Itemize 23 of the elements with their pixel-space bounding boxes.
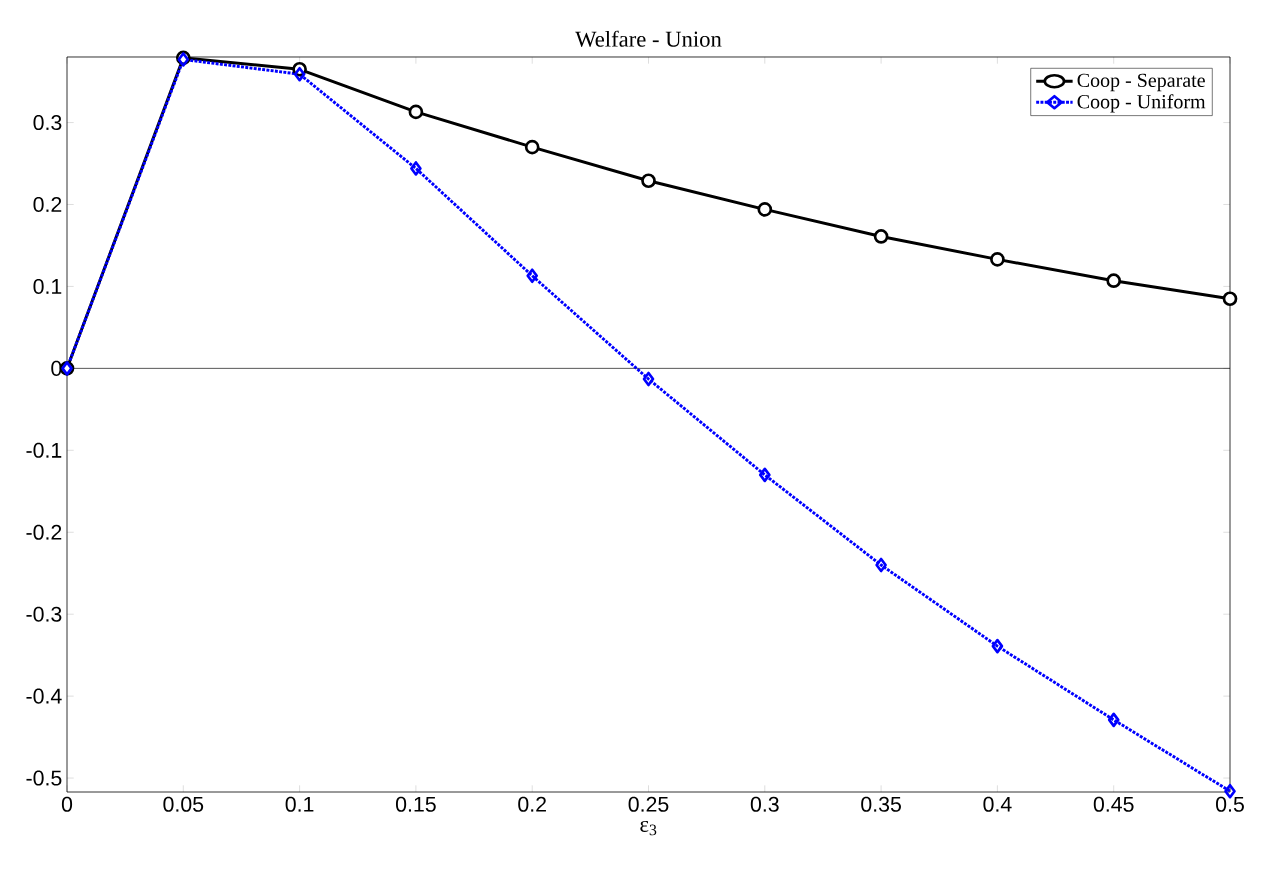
y-tick-label: 0.1 (33, 278, 62, 294)
x-tick-label: 0.4 (983, 796, 1012, 812)
x-tick-label: 0.45 (1093, 796, 1134, 812)
legend-label: Coop - Separate (1077, 73, 1205, 92)
y-tick-label: 0.2 (33, 196, 62, 213)
x-tick-label: 0.15 (395, 796, 436, 812)
y-tick-label: -0.1 (26, 442, 62, 458)
y-tick-label: -0.5 (26, 770, 62, 786)
y-tick-label: -0.3 (26, 606, 62, 622)
x-tick-label: 0.05 (163, 796, 204, 812)
y-tick-label: -0.4 (26, 688, 62, 704)
y-tick-label: 0.3 (33, 115, 62, 131)
chart-title: Welfare - Union (575, 30, 722, 47)
x-tick-label: 0.25 (628, 796, 669, 812)
y-tick-label: -0.2 (26, 524, 62, 540)
x-tick-label: 0.1 (285, 796, 314, 812)
x-tick-label: 0.3 (750, 796, 779, 812)
x-axis-title: ε$_{3}$ (640, 820, 657, 836)
x-tick-label: 0.35 (861, 796, 901, 812)
x-tick-label: 0 (61, 796, 73, 812)
x-tick-label: 0.2 (518, 796, 546, 812)
x-tick-label: 0.5 (1216, 796, 1244, 812)
legend-label: Coop - Uniform (1077, 94, 1206, 113)
